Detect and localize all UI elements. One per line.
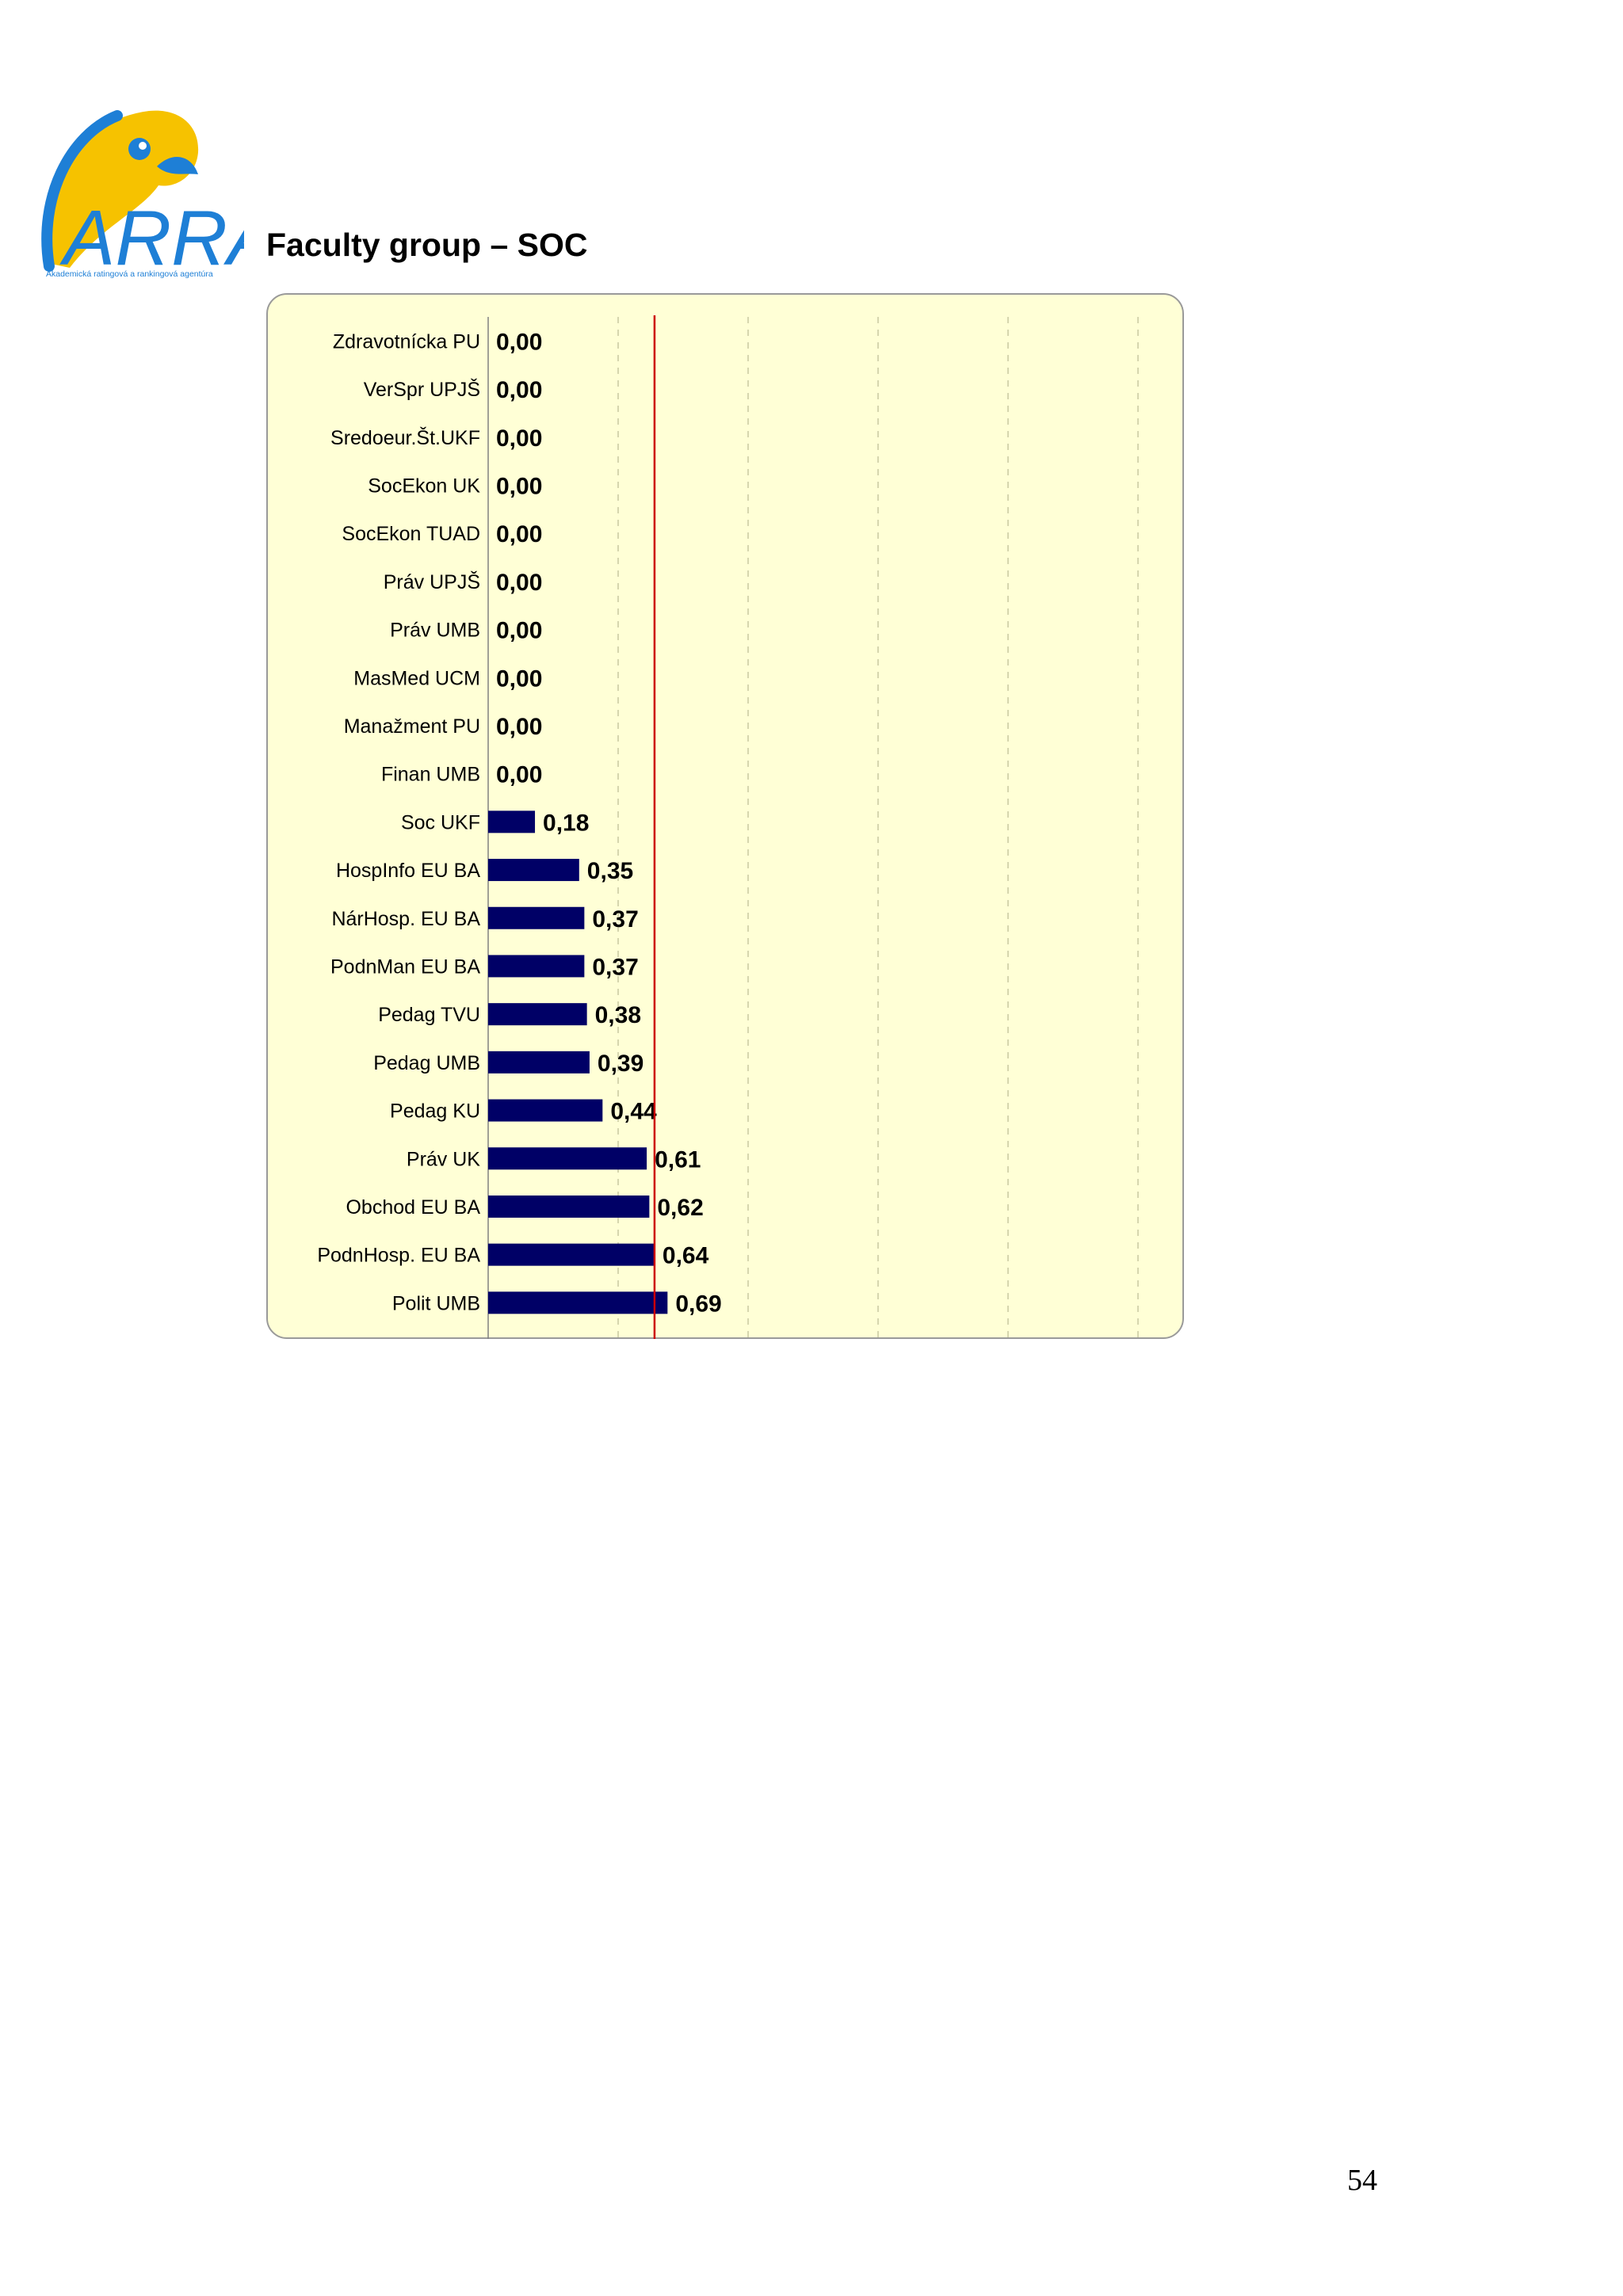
logo-bird-yellow (46, 110, 199, 268)
category-label: Obchod EU BA (346, 1196, 480, 1219)
bar (488, 1243, 655, 1266)
value-label: 0,18 (543, 810, 589, 836)
bar (488, 955, 585, 978)
logo-caption: Akademická ratingová a rankingová agentú… (46, 269, 213, 279)
category-label: SocEkon TUAD (342, 523, 480, 545)
value-label: 0,44 (610, 1099, 657, 1125)
category-label: HospInfo EU BA (336, 860, 480, 882)
category-label: Pedag TVU (378, 1004, 480, 1026)
bar (488, 1051, 590, 1074)
value-label: 0,00 (496, 425, 542, 452)
value-label: 0,69 (675, 1291, 721, 1317)
category-label: Polit UMB (392, 1292, 480, 1314)
value-label: 0,00 (496, 714, 542, 740)
category-label: SocEkon UK (368, 475, 480, 497)
value-label: 0,61 (655, 1146, 701, 1173)
value-label: 0,64 (663, 1243, 709, 1269)
value-label: 0,00 (496, 570, 542, 596)
category-label: Práv UK (407, 1148, 480, 1170)
category-label: Sredoeur.Št.UKF (330, 426, 480, 449)
category-label: MasMed UCM (353, 667, 480, 689)
category-label: Pedag UMB (373, 1052, 480, 1074)
value-label: 0,39 (598, 1051, 643, 1077)
category-label: Práv UMB (390, 620, 480, 642)
value-label: 0,00 (496, 473, 542, 499)
value-label: 0,00 (496, 666, 542, 692)
category-label: Manažment PU (344, 715, 480, 738)
value-label: 0,00 (496, 762, 542, 788)
category-label: PodnHosp. EU BA (317, 1245, 480, 1267)
bar (488, 1003, 587, 1026)
logo-bird-eye (128, 138, 151, 160)
bar (488, 1147, 647, 1170)
bar (488, 859, 579, 882)
category-label: NárHosp. EU BA (331, 908, 480, 930)
page-number: 54 (1347, 2164, 1377, 2197)
bar (488, 1195, 650, 1218)
value-label: 0,37 (592, 906, 638, 933)
logo-arc (41, 110, 123, 272)
value-label: 0,00 (496, 329, 542, 355)
category-label: Práv UPJŠ (384, 570, 480, 593)
value-label: 0,00 (496, 618, 542, 644)
value-label: 0,35 (587, 858, 633, 884)
category-label: Finan UMB (381, 764, 480, 786)
category-label: Zdravotnícka PU (333, 330, 480, 353)
bar-chart: Zdravotnícka PU 0,00 VerSpr UPJŠ 0,00 Sredoe… (317, 315, 1139, 1339)
value-label: 0,37 (592, 954, 638, 980)
bar (488, 1099, 603, 1122)
bar (488, 1291, 668, 1314)
bar (488, 906, 585, 929)
chart-panel (266, 293, 1184, 1339)
bar (488, 810, 536, 833)
value-label: 0,00 (496, 521, 542, 547)
category-label: PodnMan EU BA (330, 955, 480, 978)
value-label: 0,00 (496, 377, 542, 403)
value-label: 0,38 (595, 1002, 641, 1028)
category-label: Soc UKF (401, 811, 480, 833)
value-label: 0,62 (657, 1195, 703, 1221)
logo-bird-wing (157, 156, 198, 174)
page-heading: Faculty group – SOC (266, 227, 588, 263)
category-label: Pedag KU (390, 1100, 480, 1123)
category-label: VerSpr UPJŠ (364, 378, 480, 401)
